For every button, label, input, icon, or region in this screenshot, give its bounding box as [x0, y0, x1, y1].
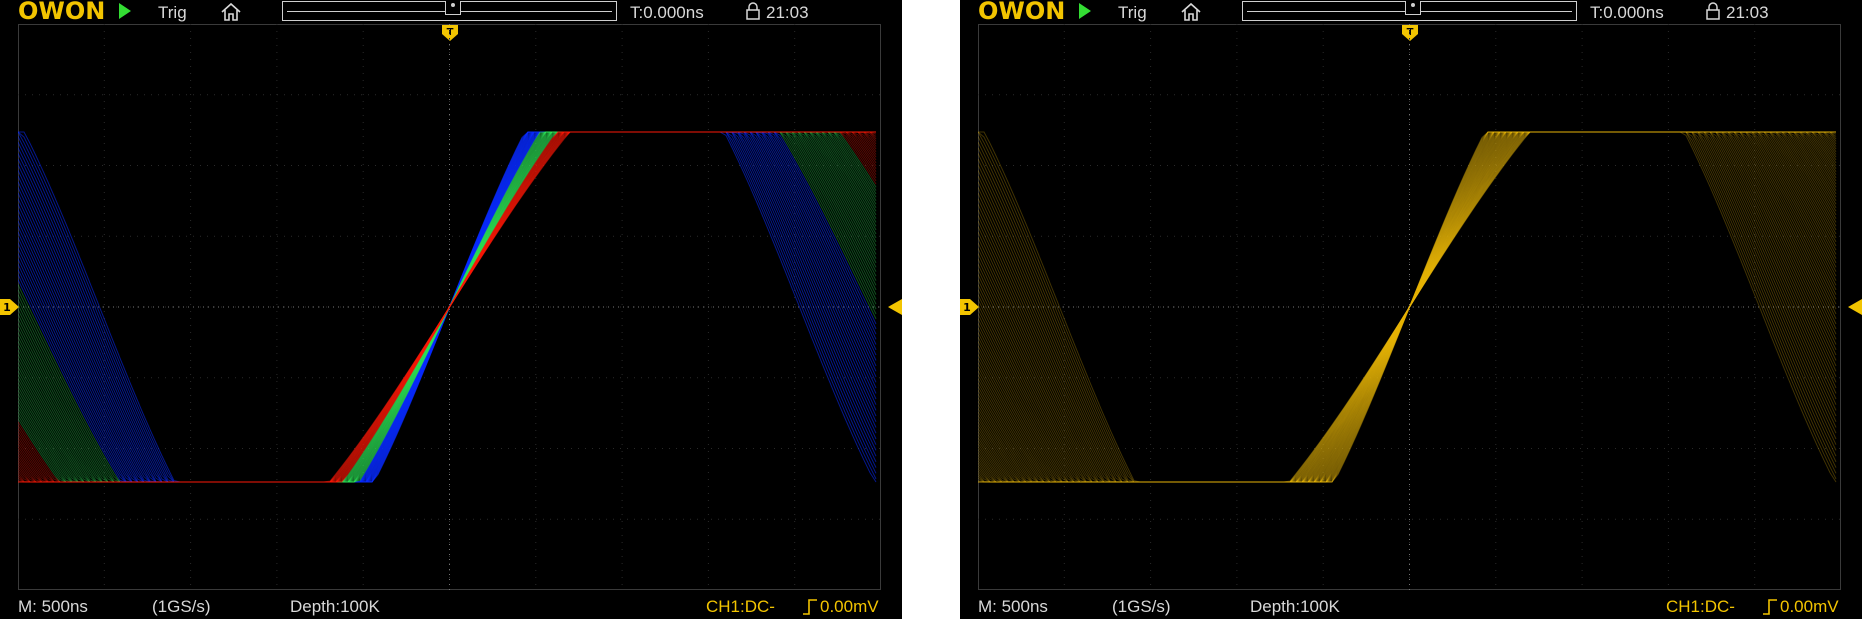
- record-depth: Depth:100K: [290, 597, 380, 616]
- home-icon[interactable]: [220, 1, 242, 23]
- trigger-time: T:0.000ns: [1590, 3, 1664, 22]
- trigger-level-marker[interactable]: [886, 298, 902, 316]
- play-icon[interactable]: [1079, 3, 1091, 19]
- svg-text:T: T: [1407, 27, 1414, 38]
- channel-info: CH1:DC-: [706, 597, 775, 616]
- trigger-level-marker[interactable]: [1846, 298, 1862, 316]
- play-icon[interactable]: [119, 3, 131, 19]
- lock-icon: [746, 2, 760, 20]
- clock: 21:03: [1726, 3, 1769, 22]
- trigger-status: Trig: [158, 3, 187, 22]
- memory-position-bar[interactable]: [1242, 1, 1577, 21]
- trigger-status: Trig: [1118, 3, 1147, 22]
- home-icon[interactable]: [1180, 1, 1202, 23]
- waveform-trace: [978, 131, 1837, 483]
- channel-1-marker[interactable]: 1: [960, 298, 980, 316]
- memory-position-bar[interactable]: [282, 1, 617, 21]
- channel-info: CH1:DC-: [1666, 597, 1735, 616]
- waveform-trace: [18, 131, 877, 483]
- rising-edge-icon: [1763, 599, 1777, 615]
- channel-1-marker[interactable]: 1: [0, 298, 20, 316]
- timebase: M: 500ns: [18, 597, 88, 616]
- status-bar: OWON Trig T:0.000ns 21:03: [0, 0, 902, 26]
- status-bar: OWON Trig T:0.000ns 21:03: [960, 0, 1862, 26]
- clock: 21:03: [766, 3, 809, 22]
- oscilloscope-screen-mono: OWON Trig T:0.000ns 21:03 T 1 M: 500ns (…: [960, 0, 1862, 619]
- info-bar: M: 500ns (1GS/s) Depth:100K CH1:DC- 0.00…: [0, 596, 902, 619]
- view-window-marker[interactable]: [1405, 1, 1421, 15]
- waveform-display[interactable]: [978, 24, 1841, 590]
- waveform-display[interactable]: [18, 24, 881, 590]
- sample-rate: (1GS/s): [152, 597, 211, 616]
- trigger-position-marker[interactable]: T: [440, 24, 460, 42]
- trigger-position-marker[interactable]: T: [1400, 24, 1420, 42]
- oscilloscope-screen-color: OWON Trig T:0.000ns 21:03 T 1 M: 500ns (…: [0, 0, 902, 619]
- info-bar: M: 500ns (1GS/s) Depth:100K CH1:DC- 0.00…: [960, 596, 1862, 619]
- lock-icon: [1706, 2, 1720, 20]
- svg-text:1: 1: [3, 301, 11, 314]
- trigger-time: T:0.000ns: [630, 3, 704, 22]
- svg-text:T: T: [447, 27, 454, 38]
- svg-text:1: 1: [963, 301, 971, 314]
- brand-logo: OWON: [18, 0, 106, 25]
- timebase: M: 500ns: [978, 597, 1048, 616]
- brand-logo: OWON: [978, 0, 1066, 25]
- record-depth: Depth:100K: [1250, 597, 1340, 616]
- rising-edge-icon: [803, 599, 817, 615]
- sample-rate: (1GS/s): [1112, 597, 1171, 616]
- trigger-level: 0.00mV: [1780, 597, 1839, 616]
- view-window-marker[interactable]: [445, 1, 461, 15]
- trigger-level: 0.00mV: [820, 597, 879, 616]
